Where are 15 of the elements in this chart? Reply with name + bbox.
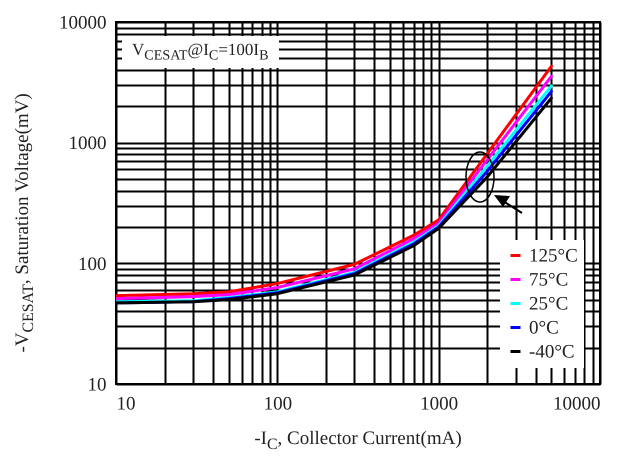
legend-label: 75°C [529,270,568,290]
x-tick-label: 1000 [420,394,458,414]
y-tick-label: 1000 [68,133,106,154]
legend-label: 25°C [529,294,568,314]
y-tick-label: 10 [88,374,106,396]
x-tick-label: 100 [264,394,292,414]
y-tick-label: 10000 [59,12,106,34]
legend-label: 0°C [529,318,559,338]
legend-label: 125°C [529,246,578,266]
legend-label: -40°C [529,342,575,362]
x-axis-title: -I$_{C}$, Collector Current(mA) [253,428,463,454]
x-tick-label: 10 [116,394,136,414]
annotation: V$_{CESAT}$@I$_{C}$=100I$_{B}$ [122,36,279,68]
x-tick-label: 10000 [553,394,600,414]
y-tick-label: 100 [78,254,106,275]
